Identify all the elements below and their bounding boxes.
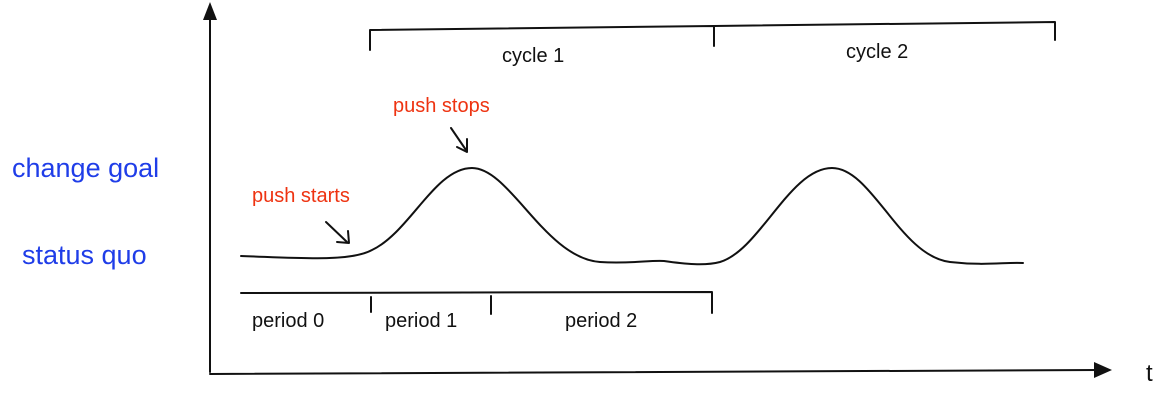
push-starts-arrow [325, 221, 348, 243]
cycle-2-label: cycle 2 [846, 41, 908, 63]
y-axis-arrowhead [203, 2, 217, 20]
cycle-2-bracket [713, 21, 1056, 41]
period-1-label: period 1 [385, 310, 457, 332]
period-2-label: period 2 [565, 310, 637, 332]
period-0-label: period 0 [252, 310, 324, 332]
cycle-1-bracket [369, 25, 715, 51]
push-starts-arrowhead [336, 230, 350, 244]
push-starts-label: push starts [252, 185, 350, 207]
goal-curve [240, 167, 1024, 266]
y-label-change-goal: change goal [12, 153, 159, 183]
x-axis-arrowhead [1094, 362, 1112, 378]
x-axis [209, 369, 1099, 375]
push-stops-arrow [450, 127, 467, 151]
cycle-1-label: cycle 1 [502, 45, 564, 67]
push-stops-arrowhead [456, 138, 468, 153]
x-axis-label: t [1146, 360, 1153, 387]
y-label-status-quo: status quo [22, 240, 147, 270]
push-stops-label: push stops [393, 95, 490, 117]
period-bracket [240, 291, 713, 314]
